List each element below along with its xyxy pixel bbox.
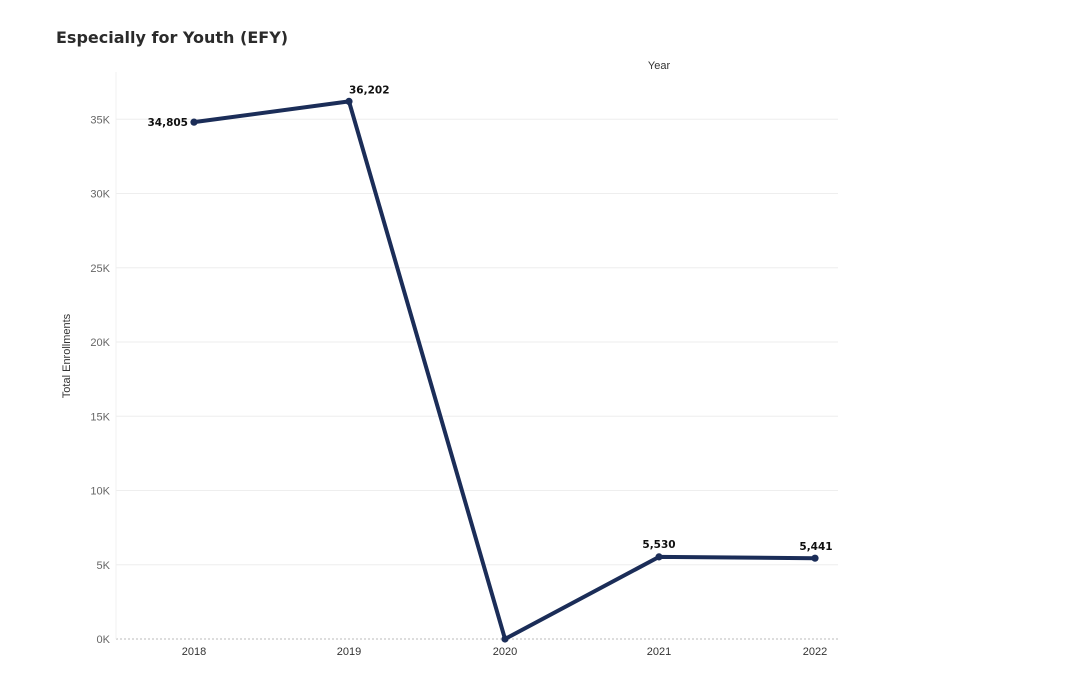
- data-label: 5,530: [642, 539, 675, 551]
- x-axis-title: Year: [648, 60, 671, 72]
- x-tick-label: 2019: [337, 646, 361, 658]
- y-axis-ticks: 0K 5K 10K 15K 20K 25K 30K 35K: [90, 114, 110, 646]
- y-tick-label: 30K: [90, 189, 110, 201]
- data-label: 36,202: [349, 84, 390, 96]
- data-point: [811, 554, 819, 562]
- data-label: 5,441: [799, 541, 832, 553]
- x-tick-label: 2022: [803, 646, 827, 658]
- y-axis-title: Total Enrollments: [61, 313, 73, 398]
- x-tick-label: 2021: [647, 646, 671, 658]
- x-axis-ticks: 2018 2019 2020 2021 2022: [182, 646, 827, 658]
- y-tick-label: 5K: [97, 560, 111, 572]
- series-enrollments: [190, 97, 819, 643]
- data-point: [501, 635, 509, 643]
- gridlines: [116, 118, 838, 566]
- data-labels: 34,805 36,202 5,530 5,441: [147, 84, 832, 553]
- y-tick-label: 25K: [90, 263, 110, 275]
- y-tick-label: 20K: [90, 337, 110, 349]
- x-tick-label: 2018: [182, 646, 206, 658]
- data-point: [190, 118, 198, 126]
- data-point: [655, 553, 663, 561]
- x-tick-label: 2020: [493, 646, 517, 658]
- data-label: 34,805: [147, 117, 188, 129]
- y-tick-label: 10K: [90, 486, 110, 498]
- series-line: [192, 99, 817, 641]
- y-tick-label: 15K: [90, 411, 110, 423]
- chart-title: Especially for Youth (EFY): [56, 28, 289, 47]
- y-tick-label: 35K: [90, 114, 110, 126]
- data-point: [345, 97, 353, 106]
- y-tick-label: 0K: [97, 634, 111, 646]
